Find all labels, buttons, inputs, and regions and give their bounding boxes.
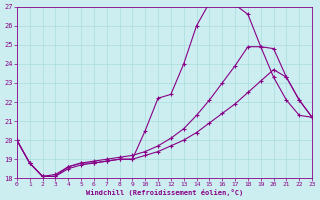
X-axis label: Windchill (Refroidissement éolien,°C): Windchill (Refroidissement éolien,°C): [86, 189, 243, 196]
